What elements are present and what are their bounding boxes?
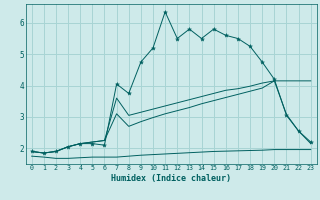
X-axis label: Humidex (Indice chaleur): Humidex (Indice chaleur) <box>111 174 231 183</box>
